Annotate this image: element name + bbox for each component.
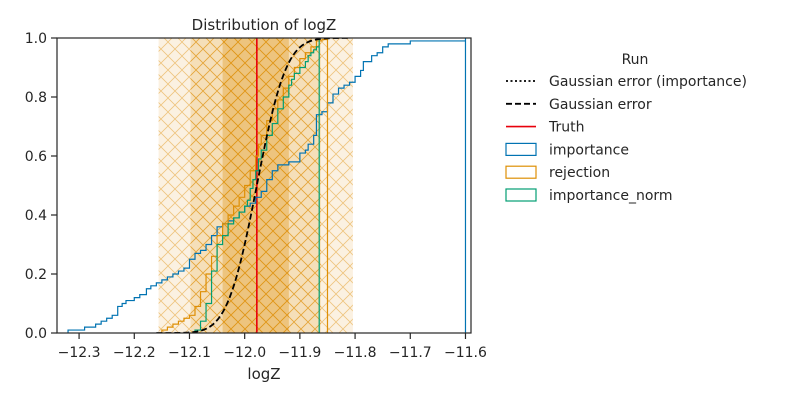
legend-label-importance-norm: importance_norm	[549, 188, 673, 204]
x-tick-label: −11.8	[334, 345, 377, 361]
x-tick-label: −12.3	[58, 345, 101, 361]
y-tick-label: 1.0	[25, 31, 47, 47]
x-tick-label: −12.1	[168, 345, 211, 361]
series-importance-norm-line	[194, 38, 320, 333]
series-rejection-line	[161, 38, 329, 333]
x-tick-label: −11.6	[444, 345, 487, 361]
x-tick-label: −12.2	[113, 345, 156, 361]
legend: Run Gaussian error (importance) Gaussian …	[505, 52, 747, 204]
y-tick-label: 0.8	[25, 90, 47, 106]
legend-label-rejection: rejection	[549, 165, 610, 181]
legend-swatch-importance-norm	[505, 188, 537, 202]
y-tick-label: 0.0	[25, 326, 47, 342]
x-tick-label: −11.7	[389, 345, 432, 361]
legend-swatch-importance	[505, 142, 537, 156]
ecdf-series	[67, 38, 467, 333]
x-tick-label: −11.9	[278, 345, 321, 361]
legend-swatch-rejection	[505, 165, 537, 179]
legend-label-gaussian-error-importance: Gaussian error (importance)	[549, 74, 747, 90]
x-tick-label: −12.0	[223, 345, 266, 361]
y-tick-label: 0.4	[25, 208, 47, 224]
x-axis: −12.3 −12.2 −12.1 −12.0 −11.9 −11.8 −11.7 −11.6	[58, 333, 487, 361]
chart-title: Distribution of logZ	[192, 16, 337, 34]
y-axis: 0.0 0.2 0.4 0.6 0.8 1.0	[25, 31, 57, 342]
x-axis-label: logZ	[247, 365, 280, 383]
legend-label-importance: importance	[549, 142, 629, 158]
legend-label-gaussian-error: Gaussian error	[549, 97, 652, 113]
y-tick-label: 0.6	[25, 149, 47, 165]
plot-frame	[56, 37, 472, 334]
legend-title: Run	[622, 52, 649, 68]
y-tick-label: 0.2	[25, 267, 47, 283]
error-bands	[158, 38, 353, 333]
legend-label-truth: Truth	[548, 120, 585, 136]
